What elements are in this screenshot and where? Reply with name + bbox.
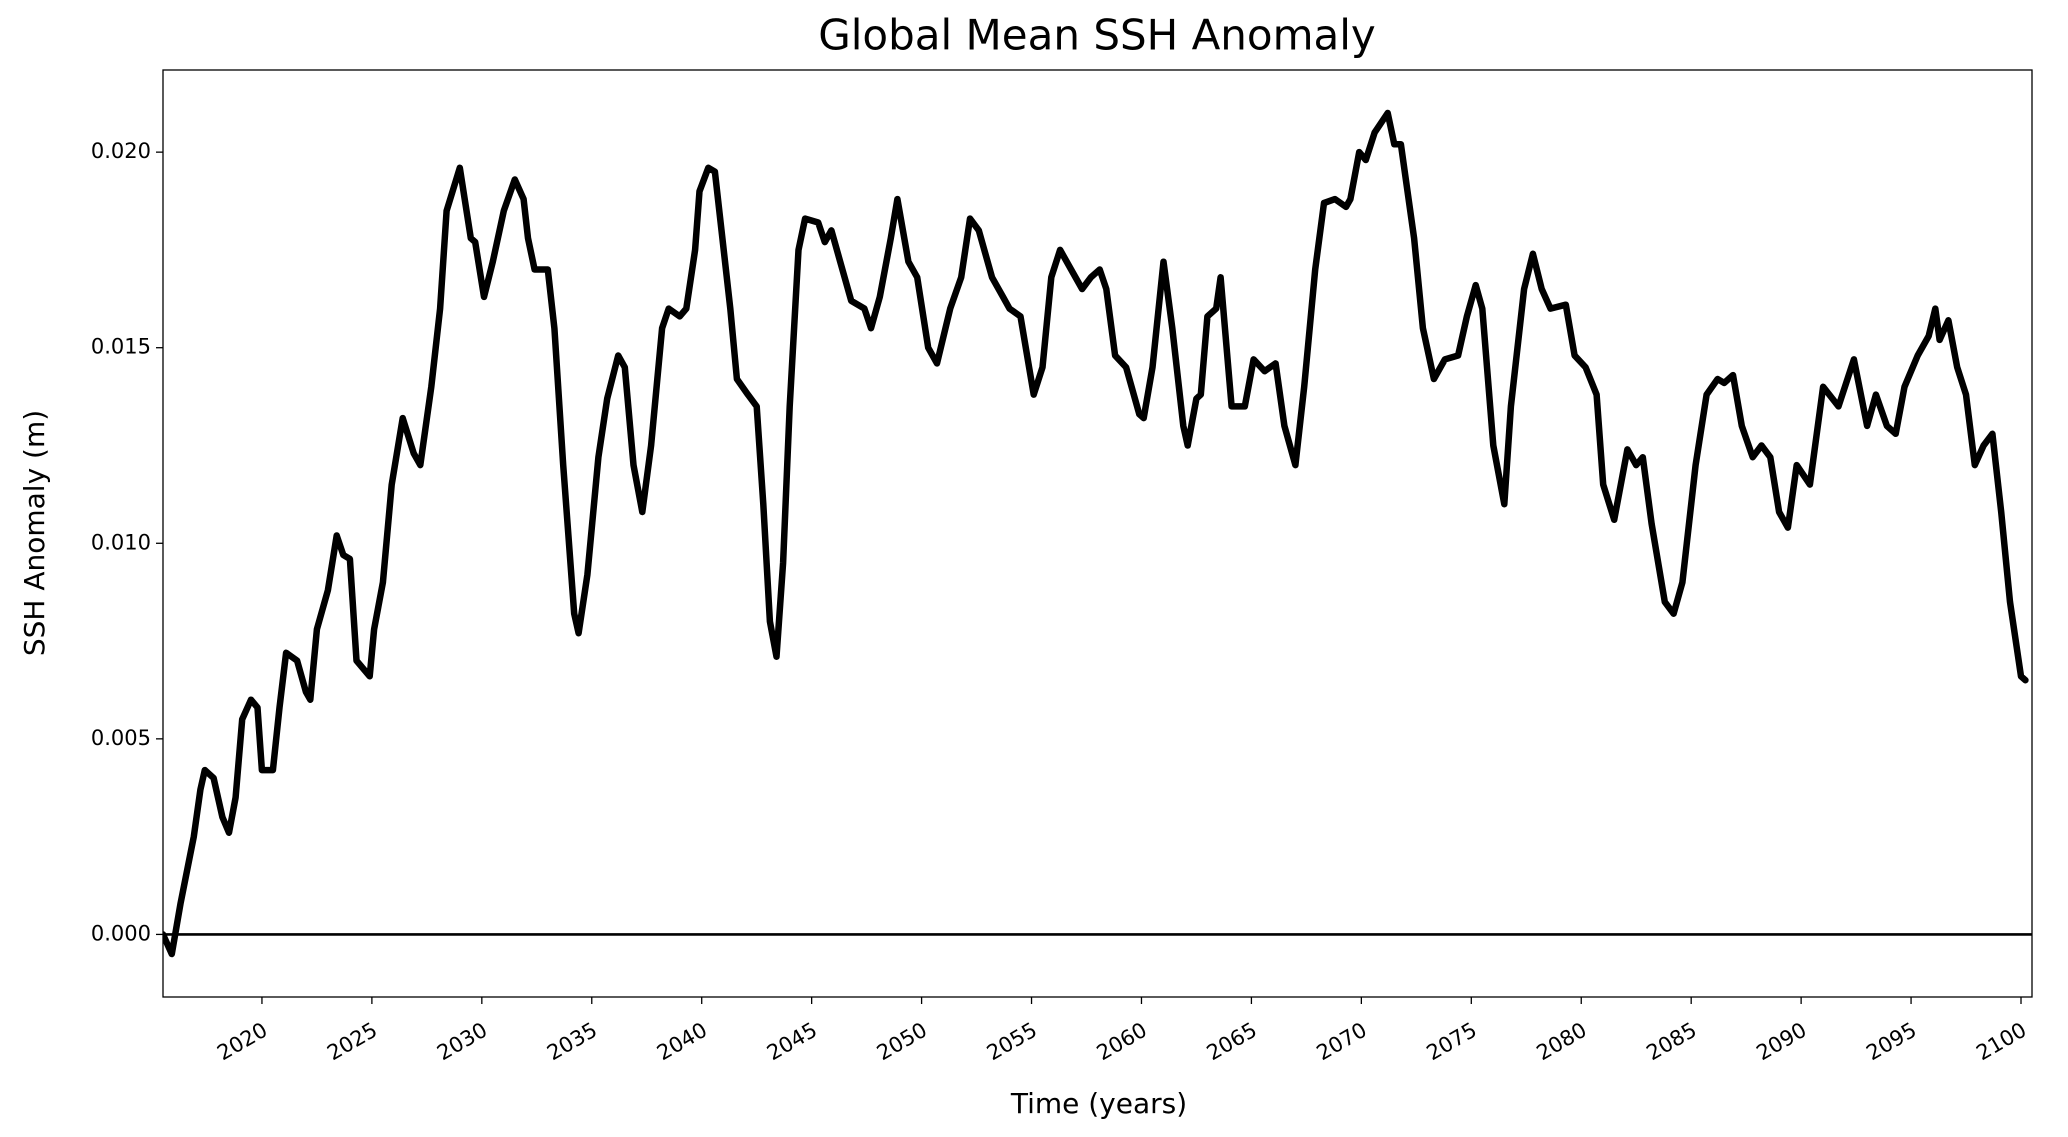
plot-frame — [162, 69, 2033, 998]
x-tick-label: 2055 — [983, 1018, 1041, 1066]
plot-area — [163, 109, 2032, 958]
x-tick-label: 2060 — [1093, 1018, 1151, 1066]
x-tick-label: 2045 — [763, 1018, 821, 1066]
x-tick-label: 2025 — [323, 1018, 381, 1066]
x-tick-label: 2050 — [873, 1018, 931, 1066]
y-tick-label: 0.015 — [91, 335, 151, 359]
x-tick-label: 2080 — [1532, 1018, 1590, 1066]
data-line — [163, 109, 2029, 958]
x-tick-label: 2020 — [213, 1018, 271, 1066]
x-tick-label: 2100 — [1972, 1018, 2030, 1066]
x-tick-label: 2090 — [1752, 1018, 1810, 1066]
x-tick-label: 2075 — [1423, 1018, 1481, 1066]
x-axis-label: Time (years) — [1010, 1087, 1187, 1120]
y-tick-label: 0.010 — [91, 530, 151, 554]
x-tick-label: 2085 — [1642, 1018, 1700, 1066]
x-tick-label: 2065 — [1203, 1018, 1261, 1066]
y-tick-label: 0.020 — [91, 139, 151, 163]
y-axis-label: SSH Anomaly (m) — [18, 410, 51, 656]
chart-title: Global Mean SSH Anomaly — [818, 11, 1376, 60]
y-tick-label: 0.000 — [91, 921, 151, 945]
x-tick-label: 2095 — [1862, 1018, 1920, 1066]
x-tick-label: 2030 — [433, 1018, 491, 1066]
x-tick-label: 2035 — [543, 1018, 601, 1066]
x-tick-label: 2070 — [1313, 1018, 1371, 1066]
y-tick-label: 0.005 — [91, 726, 151, 750]
x-tick-label: 2040 — [653, 1018, 711, 1066]
